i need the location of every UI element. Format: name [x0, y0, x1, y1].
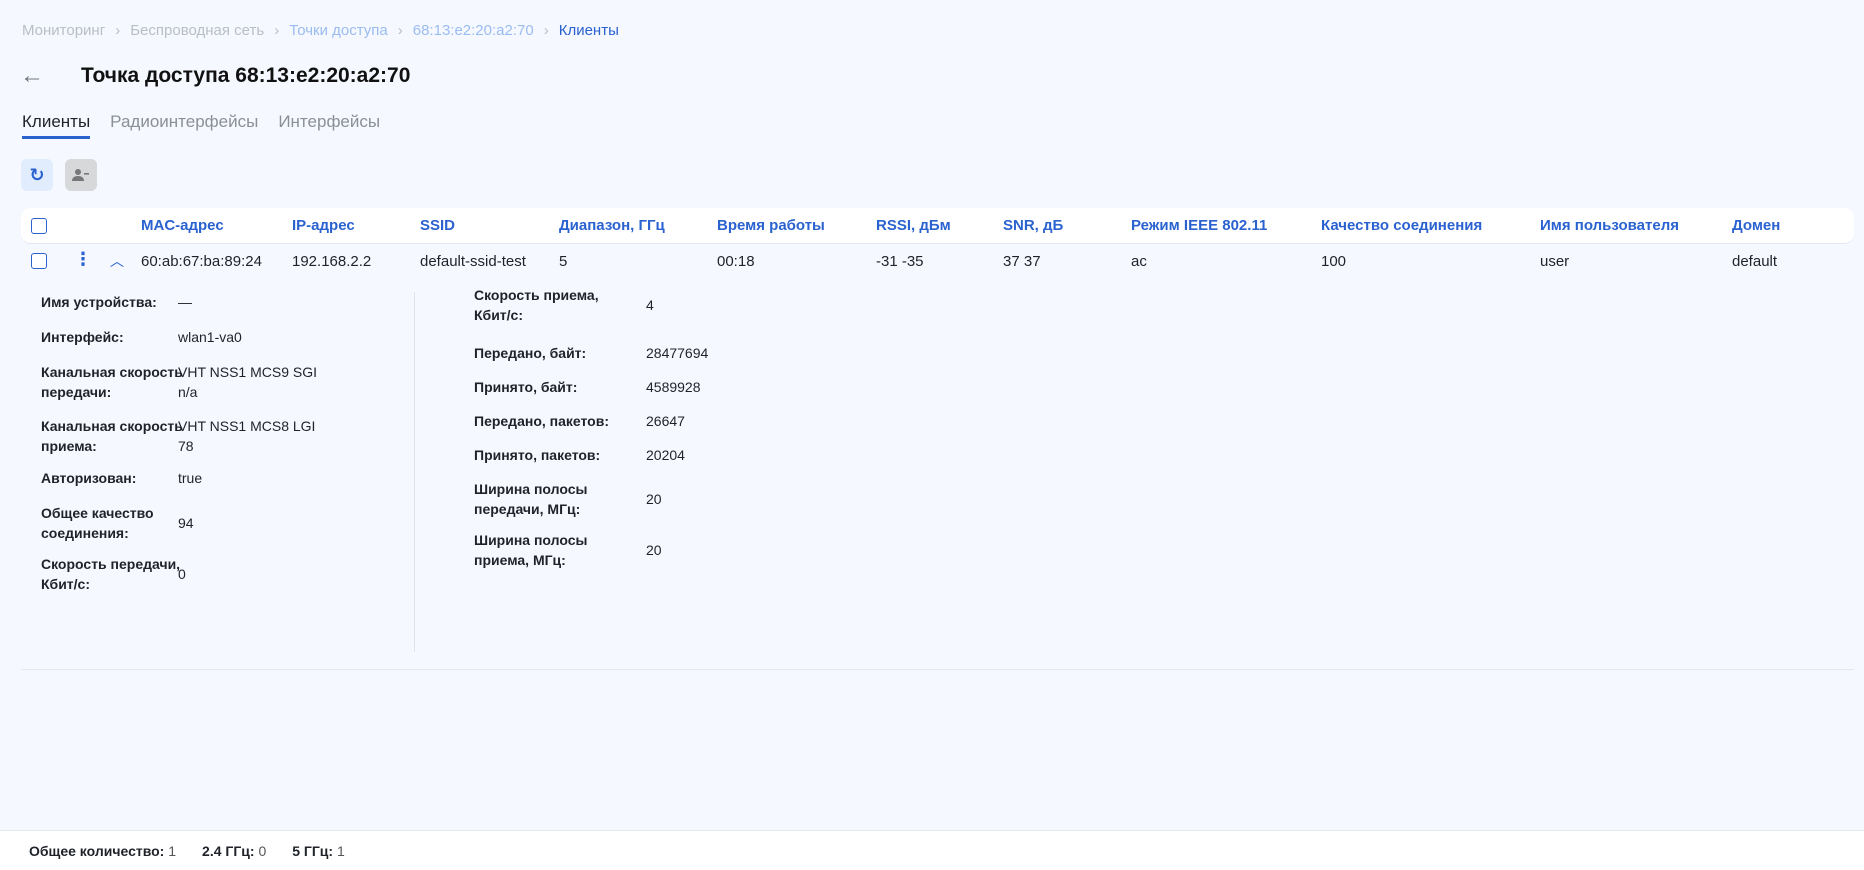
detail-value: 28477694	[646, 345, 709, 361]
g5-label: 5 ГГц:	[292, 842, 334, 859]
detail-label: Ширина полосы приема, МГц:	[474, 532, 588, 568]
detail-label: Авторизован:	[41, 470, 137, 486]
detail-value: 20	[646, 542, 662, 558]
tab-clients[interactable]: Клиенты	[22, 112, 91, 139]
breadcrumb-item[interactable]: 68:13:e2:20:a2:70	[412, 22, 534, 39]
breadcrumb: Мониторинг › Беспроводная сеть › Точки досту…	[22, 22, 619, 39]
detail-value: true	[178, 470, 203, 486]
chevron-right-icon: ›	[397, 22, 403, 39]
detail-value: VHT NSS1 MCS8 LGI 78	[178, 418, 316, 454]
footer-stats: Общее количество: 1 2.4 ГГц: 0 5 ГГц: 1	[0, 830, 1864, 870]
table-header: MAC-адрес IP-адрес SSID Диапазон, ГГц Время …	[21, 208, 1854, 244]
total-label: Общее количество:	[29, 842, 165, 859]
table-cell: default	[1732, 253, 1778, 270]
refresh-button[interactable]: ↻	[21, 159, 53, 191]
column-header[interactable]: RSSI, дБм	[876, 217, 951, 234]
remove-user-button[interactable]	[65, 159, 97, 191]
tab-interfaces[interactable]: Интерфейсы	[278, 112, 381, 131]
g5-value: 1	[336, 842, 345, 859]
detail-value: 26647	[646, 413, 685, 429]
detail-label: Имя устройства:	[41, 294, 157, 310]
table-cell: 192.168.2.2	[292, 253, 372, 270]
select-all-checkbox[interactable]	[31, 218, 47, 234]
table-cell: 60:ab:67:ba:89:24	[141, 253, 262, 270]
table-cell: 5	[559, 253, 568, 270]
column-header[interactable]: Имя пользователя	[1540, 217, 1679, 234]
table-row[interactable]: ⋮ ︿ 60:ab:67:ba:89:24 192.168.2.2 default-…	[21, 244, 1854, 278]
table-cell: -31 -35	[876, 253, 924, 270]
client-details: Имя устройства: — Интерфейс: wlan1-va0 Канал…	[21, 287, 1854, 670]
tabs: Клиенты Радиоинтерфейсы Интерфейсы	[22, 112, 380, 139]
detail-label: Интерфейс:	[41, 329, 124, 345]
chevron-right-icon: ›	[274, 22, 280, 39]
column-header[interactable]: Домен	[1732, 217, 1781, 234]
detail-value: 4	[646, 297, 654, 313]
column-header[interactable]: SSID	[420, 217, 456, 234]
column-header[interactable]: Качество соединения	[1321, 217, 1483, 234]
total-value: 1	[168, 842, 177, 859]
row-checkbox[interactable]	[31, 253, 47, 269]
more-actions-icon[interactable]: ⋮	[74, 249, 92, 269]
breadcrumb-item[interactable]: Точки доступа	[289, 22, 388, 39]
column-header[interactable]: Режим IEEE 802.11	[1131, 217, 1268, 234]
column-header[interactable]: SNR, дБ	[1003, 217, 1064, 234]
g24-label: 2.4 ГГц:	[202, 842, 255, 859]
chevron-up-icon[interactable]: ︿	[110, 253, 124, 269]
table-cell: default-ssid-test	[420, 253, 526, 270]
table-cell: user	[1540, 253, 1570, 270]
column-header[interactable]: Время работы	[717, 217, 825, 234]
column-header[interactable]: MAC-адрес	[141, 217, 224, 234]
chevron-right-icon: ›	[115, 22, 121, 39]
detail-value: —	[178, 294, 192, 310]
breadcrumb-item: Беспроводная сеть	[130, 22, 265, 39]
g24-value: 0	[258, 842, 267, 859]
detail-label: Канальная скорость приема:	[41, 418, 183, 454]
detail-value: 0	[178, 566, 186, 582]
tab-radio-interfaces[interactable]: Радиоинтерфейсы	[110, 112, 259, 131]
detail-label: Принято, байт:	[474, 379, 578, 395]
user-remove-icon	[72, 169, 89, 181]
detail-label: Скорость приема, Кбит/с:	[474, 287, 599, 323]
column-header[interactable]: Диапазон, ГГц	[559, 217, 665, 234]
detail-value: VHT NSS1 MCS9 SGI n/a	[178, 364, 318, 400]
refresh-icon: ↻	[29, 164, 45, 185]
detail-value: 4589928	[646, 379, 701, 395]
detail-label: Ширина полосы передачи, МГц:	[474, 481, 588, 517]
detail-label: Принято, пакетов:	[474, 447, 601, 463]
page-title: Точка доступа 68:13:e2:20:a2:70	[81, 64, 411, 87]
detail-value: wlan1-va0	[178, 329, 242, 345]
detail-value: 20	[646, 491, 662, 507]
detail-value: 20204	[646, 447, 685, 463]
table-cell: 37 37	[1003, 253, 1041, 270]
divider	[414, 292, 415, 652]
column-header[interactable]: IP-адрес	[292, 217, 355, 234]
detail-value: 94	[178, 515, 194, 531]
breadcrumb-item: Клиенты	[558, 22, 619, 39]
detail-label: Канальная скорость передачи:	[41, 364, 183, 400]
detail-label: Общее качество соединения:	[41, 505, 154, 541]
table-cell: 00:18	[717, 253, 755, 270]
back-arrow-icon[interactable]: ←	[20, 62, 44, 89]
detail-label: Передано, пакетов:	[474, 413, 609, 429]
table-cell: ac	[1131, 253, 1147, 270]
detail-label: Передано, байт:	[474, 345, 587, 361]
detail-label: Скорость передачи, Кбит/с:	[41, 556, 181, 592]
chevron-right-icon: ›	[543, 22, 549, 39]
breadcrumb-item: Мониторинг	[22, 22, 106, 39]
table-cell: 100	[1321, 253, 1347, 270]
